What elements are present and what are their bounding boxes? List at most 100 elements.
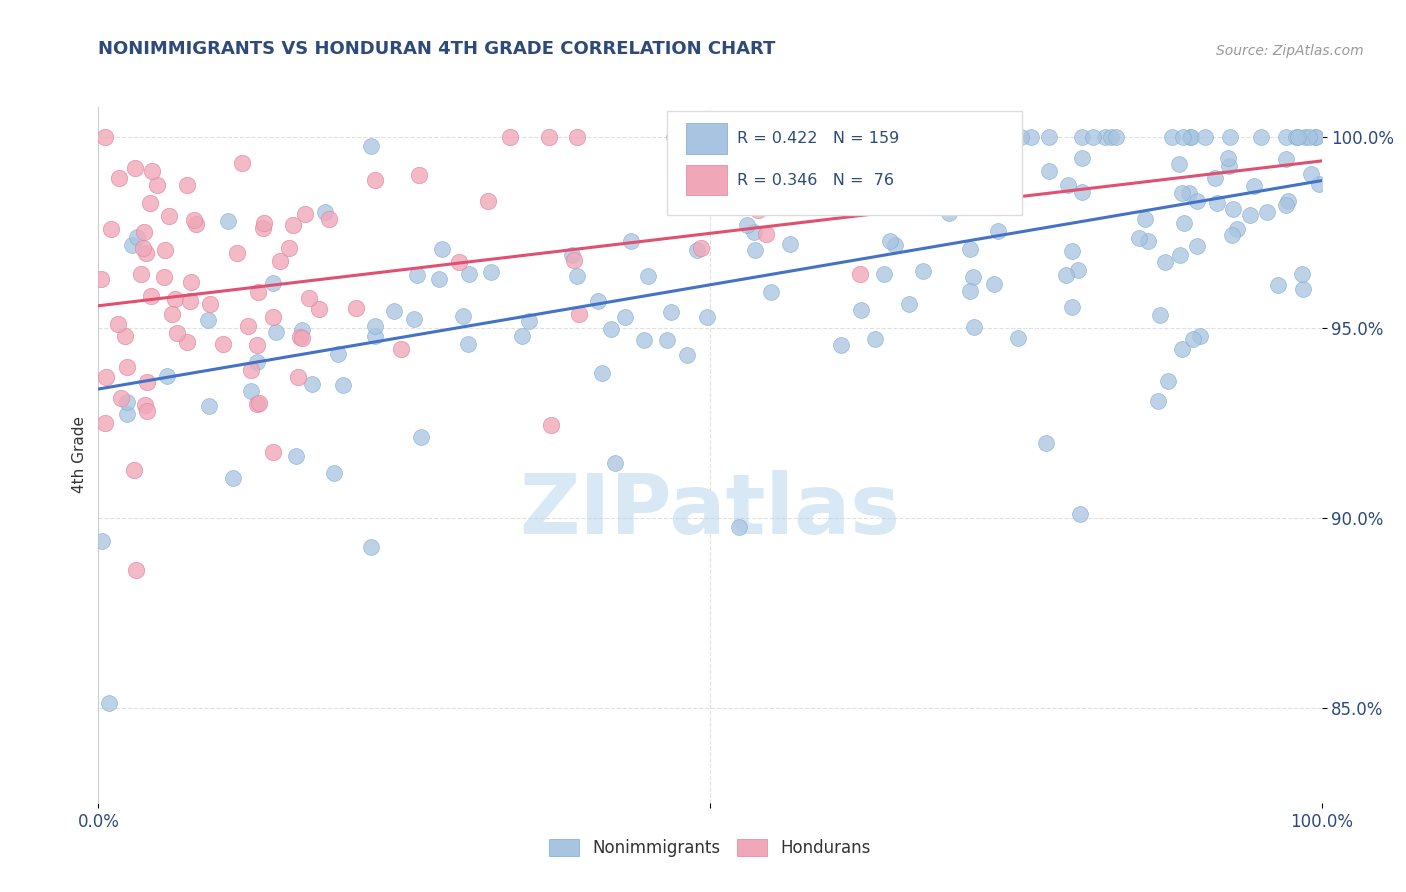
Point <box>696 310 718 324</box>
Point <box>427 272 450 286</box>
Point <box>1180 130 1202 145</box>
Point <box>198 297 221 311</box>
Point <box>1099 130 1122 145</box>
Point <box>141 164 163 178</box>
Point <box>911 190 934 204</box>
Point <box>1205 195 1227 210</box>
Text: ZIPatlas: ZIPatlas <box>520 470 900 551</box>
Point <box>197 399 219 413</box>
Point <box>1226 221 1249 235</box>
Point <box>1057 178 1080 192</box>
Point <box>567 269 589 284</box>
Point <box>728 519 751 533</box>
Point <box>637 269 659 284</box>
Point <box>1274 152 1296 166</box>
Point <box>1147 394 1170 409</box>
Point <box>405 268 427 283</box>
Point <box>561 248 583 262</box>
Point <box>134 398 156 412</box>
Point <box>308 302 330 317</box>
Point <box>1060 244 1083 259</box>
Point <box>779 236 801 251</box>
Point <box>146 178 169 192</box>
Text: R = 0.346   N =  76: R = 0.346 N = 76 <box>737 172 894 187</box>
Point <box>1194 130 1216 145</box>
Point <box>1171 186 1194 200</box>
Point <box>1007 331 1029 345</box>
Point <box>253 216 276 230</box>
Point <box>1222 202 1244 217</box>
Point <box>278 241 301 255</box>
Point <box>1243 179 1265 194</box>
Point <box>262 276 284 290</box>
Point <box>135 246 157 260</box>
Point <box>326 347 349 361</box>
Point <box>107 317 129 331</box>
Point <box>908 154 931 169</box>
Point <box>100 222 122 236</box>
Point <box>1171 342 1194 356</box>
Point <box>1060 300 1083 314</box>
Point <box>217 214 239 228</box>
Point <box>458 267 481 281</box>
Point <box>901 167 924 181</box>
Point <box>510 329 533 343</box>
Point <box>157 209 180 223</box>
Point <box>1267 278 1289 293</box>
Point <box>153 243 176 257</box>
Point <box>1071 151 1094 165</box>
Point <box>1136 235 1159 249</box>
Point <box>332 377 354 392</box>
Point <box>1153 255 1175 269</box>
Point <box>821 130 844 145</box>
Point <box>900 130 922 145</box>
Point <box>153 269 176 284</box>
Point <box>943 130 966 145</box>
Point <box>586 293 609 308</box>
Point <box>859 198 882 212</box>
Text: R = 0.422   N = 159: R = 0.422 N = 159 <box>737 131 900 146</box>
Point <box>883 238 905 252</box>
Point <box>197 312 219 326</box>
Point <box>183 213 205 227</box>
Point <box>983 277 1005 291</box>
Point <box>672 173 695 187</box>
Point <box>131 241 153 255</box>
Point <box>1173 216 1195 230</box>
Point <box>735 219 758 233</box>
Point <box>1161 130 1184 145</box>
Point <box>1157 374 1180 388</box>
Point <box>1204 170 1226 185</box>
Point <box>1002 136 1025 151</box>
Point <box>1071 130 1094 145</box>
Point <box>855 200 877 214</box>
Text: Source: ZipAtlas.com: Source: ZipAtlas.com <box>1216 44 1364 58</box>
FancyBboxPatch shape <box>668 111 1022 215</box>
Point <box>1149 308 1171 322</box>
Point <box>599 321 621 335</box>
Point <box>851 302 873 317</box>
Point <box>180 276 202 290</box>
Point <box>127 230 149 244</box>
Point <box>110 391 132 405</box>
Point <box>655 333 678 347</box>
Point <box>662 130 685 145</box>
Point <box>360 139 382 153</box>
Point <box>1167 157 1189 171</box>
Point <box>830 338 852 352</box>
Point <box>318 211 340 226</box>
Point <box>1094 130 1116 145</box>
Point <box>211 337 233 351</box>
Point <box>849 267 872 281</box>
Text: NONIMMIGRANTS VS HONDURAN 4TH GRADE CORRELATION CHART: NONIMMIGRANTS VS HONDURAN 4TH GRADE CORR… <box>98 40 776 58</box>
Point <box>108 170 131 185</box>
Point <box>962 270 984 285</box>
FancyBboxPatch shape <box>686 165 727 195</box>
Point <box>186 218 208 232</box>
Point <box>139 289 162 303</box>
Point <box>959 242 981 256</box>
Point <box>568 307 591 321</box>
Point <box>364 329 387 343</box>
Point <box>998 130 1021 145</box>
Point <box>1301 167 1323 181</box>
